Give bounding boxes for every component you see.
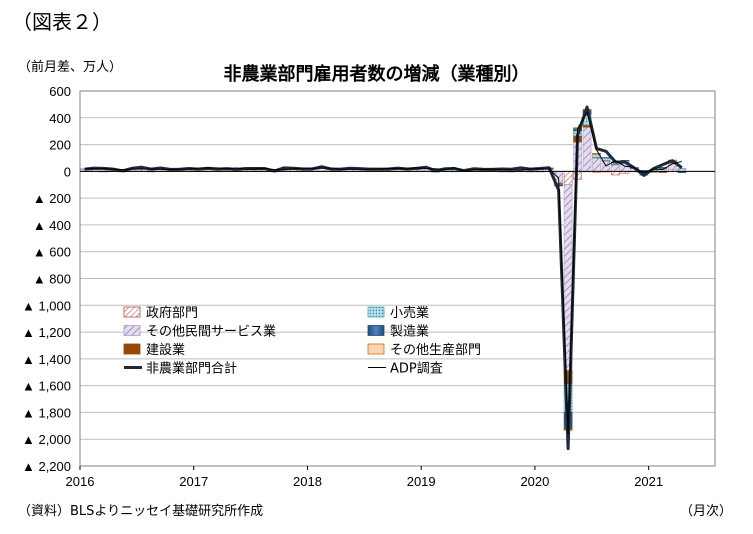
legend-label: その他民間サービス業 xyxy=(146,324,276,340)
legend-label: ADP調査 xyxy=(390,362,443,377)
y-tick-label: 200 xyxy=(49,138,71,153)
bar-segment xyxy=(658,171,668,173)
y-tick-label: ▲ 600 xyxy=(33,245,71,260)
y-tick-label: 0 xyxy=(64,164,71,179)
x-tick-label: 2020 xyxy=(520,474,549,489)
bars xyxy=(80,108,687,431)
y-tick-label: ▲ 1,600 xyxy=(22,379,71,394)
y-tick-label: ▲ 800 xyxy=(33,272,71,287)
legend-label: 小売業 xyxy=(390,305,429,321)
bar-segment xyxy=(317,168,327,172)
figure-label: （図表２） xyxy=(12,10,112,34)
legend-swatch xyxy=(367,343,385,355)
y-tick-label: ▲ 200 xyxy=(33,191,71,206)
legend-label: 非農業部門合計 xyxy=(146,361,237,377)
plot-frame xyxy=(79,90,716,467)
y-tick-label: 600 xyxy=(49,84,71,99)
bar-segment xyxy=(592,157,601,172)
bar-segment xyxy=(601,157,611,159)
y-tick-label: ▲ 1,800 xyxy=(22,405,71,420)
grid-lines xyxy=(80,90,715,467)
x-tick-label: 2019 xyxy=(407,474,436,489)
x-tick-label: 2018 xyxy=(293,474,322,489)
y-tick-label: ▲ 1,400 xyxy=(22,352,71,367)
y-tick-label: ▲ 2,200 xyxy=(22,459,71,474)
y-tick-label: ▲ 1,000 xyxy=(22,298,71,313)
unit-label: （前月差、万人） xyxy=(18,60,123,75)
legend-swatch xyxy=(123,325,141,336)
bar-segment xyxy=(611,164,620,172)
legend-swatch xyxy=(367,306,385,318)
source-label: （資料）BLSよりニッセイ基礎研究所作成 xyxy=(18,504,264,519)
legend-label: 製造業 xyxy=(390,324,429,340)
adp-line xyxy=(84,111,682,435)
bar-segment xyxy=(677,171,687,173)
x-tick-label: 2021 xyxy=(634,474,663,489)
legend-label: 建設業 xyxy=(146,342,185,358)
x-tick-label: 2017 xyxy=(179,474,208,489)
y-tick-label: ▲ 2,000 xyxy=(22,432,71,447)
bar-segment xyxy=(677,168,687,170)
y-tick-label: ▲ 400 xyxy=(33,218,71,233)
axes: 600 400 200 0 ▲ 200 ▲ 400 ▲ 600 ▲ 800 ▲ 1,000 ▲ 1… xyxy=(22,84,716,489)
y-tick-label: 400 xyxy=(49,111,71,126)
bar-segment xyxy=(582,126,592,172)
legend-swatch xyxy=(123,306,141,318)
chart-title: 非農業部門雇用者数の増減（業種別） xyxy=(223,64,530,85)
series-lines xyxy=(84,105,683,451)
bar-segment xyxy=(611,171,620,176)
legend-label: その他生産部門 xyxy=(390,342,481,358)
legend-swatch xyxy=(123,343,141,355)
legend-label: 政府部門 xyxy=(146,306,198,321)
bar-segment xyxy=(563,171,573,185)
x-tick-label: 2016 xyxy=(66,474,95,489)
y-tick-label: ▲ 1,200 xyxy=(22,325,71,340)
legend-swatch xyxy=(367,325,385,336)
bar-segment xyxy=(592,152,601,155)
month-axis-unit: （月次） xyxy=(680,504,733,519)
